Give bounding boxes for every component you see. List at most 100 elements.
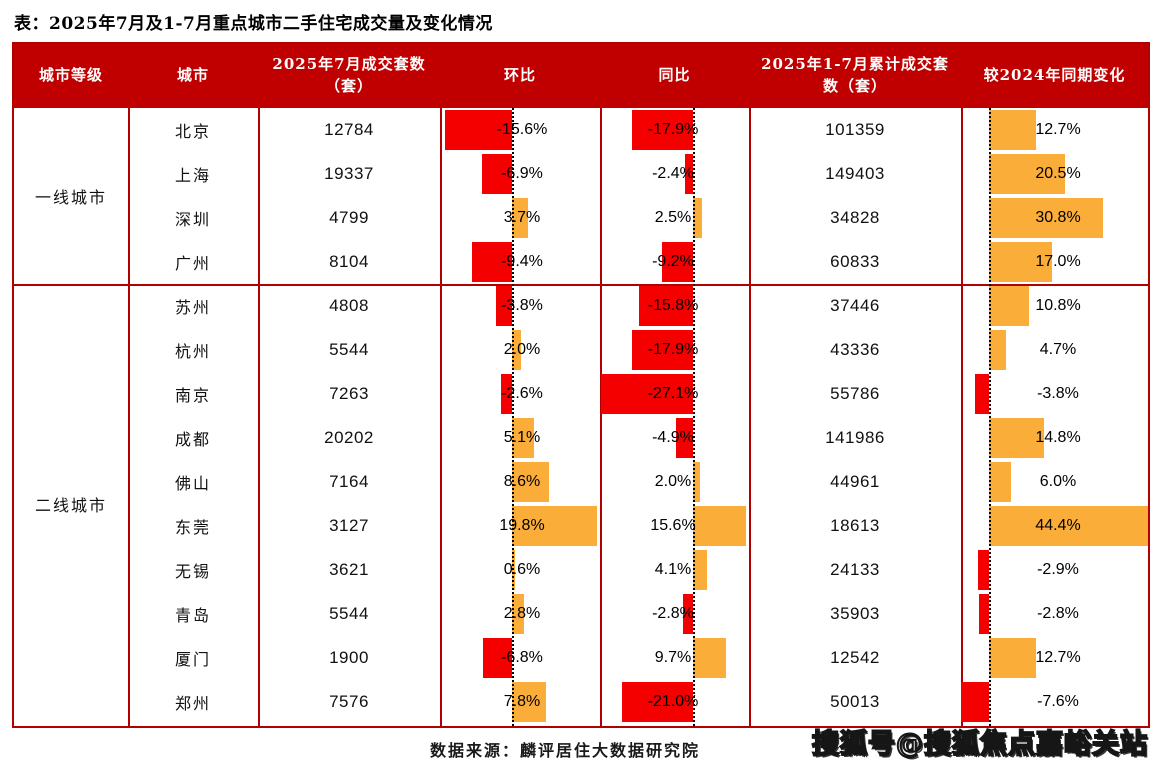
yoy-value: 15.6% [650,517,696,534]
chg-bar [989,506,1148,546]
table-row: 南京 7263 -2.6% -27.1% 55786 -3.8% [14,372,1148,416]
chg-bar [989,110,1036,150]
mom-bar [512,682,546,722]
yoy-bar [693,550,707,590]
yoy-value: 9.7% [654,649,692,666]
chg-value: 44.4% [1035,517,1081,534]
table-header-row: 城市等级 城市 2025年7月成交套数（套） 环比 同比 2025年1-7月累计成交套数（… [14,44,1148,108]
yoy-bar [684,154,693,194]
chg-value: -7.6% [1037,693,1079,710]
mom-value: -3.8% [501,297,543,314]
tier-cell: 一线城市 [34,188,107,207]
column-border-line [128,108,130,726]
table-body: 北京 12784 -15.6% -17.9% 101359 12.7% 上海 19337 -6.… [14,108,1148,726]
cum-units-cell: 44961 [830,472,880,491]
yoy-bar [632,330,693,370]
chg-value: 12.7% [1035,649,1081,666]
mom-bar [444,110,512,150]
mom-bar [512,198,528,238]
chg-bar [989,286,1029,326]
mom-value: -9.4% [501,253,543,270]
chg-value: 14.8% [1035,429,1081,446]
mom-bar [512,594,525,634]
mom-bar [482,638,512,678]
city-cell: 东莞 [174,518,211,537]
yoy-bar [632,110,693,150]
header-cell-yoy: 同比 [658,66,691,85]
tier-divider-line [14,284,1148,286]
mom-value: 19.8% [499,517,545,534]
cum-units-cell: 50013 [830,692,880,711]
page-title: 表：2025年7月及1-7月重点城市二手住宅成交量及变化情况 [14,14,493,34]
cum-units-cell: 35903 [830,604,880,623]
chg-value: -3.8% [1037,385,1079,402]
chg-value: -2.8% [1037,605,1079,622]
table-row: 郑州 7576 7.8% -21.0% 50013 -7.6% [14,680,1148,724]
yoy-value: -9.2% [652,253,694,270]
table-row: 上海 19337 -6.9% -2.4% 149403 20.5% [14,152,1148,196]
mom-value: -6.9% [501,165,543,182]
chg-value: 12.7% [1035,121,1081,138]
header-cell-mom: 环比 [503,66,536,85]
city-cell: 南京 [174,386,211,405]
jul-units-cell: 4808 [329,296,369,315]
yoy-value: 2.5% [654,209,692,226]
yoy-value: -4.9% [652,429,694,446]
table-row: 深圳 4799 3.7% 2.5% 34828 30.8% [14,196,1148,240]
yoy-bar [661,242,693,282]
chg-bar [989,198,1103,238]
jul-units-cell: 7263 [329,384,369,403]
chg-bar [989,462,1012,502]
header-cell-city: 城市 [176,66,209,85]
chg-value: 4.7% [1039,341,1077,358]
header-cell-cum-units: 2025年1-7月累计成交套数（套） [761,55,949,95]
city-cell: 上海 [174,166,211,185]
mom-bar [471,242,512,282]
jul-units-cell: 20202 [324,428,374,447]
column-border-line [440,108,442,726]
city-cell: 北京 [174,122,211,141]
column-border-line [600,108,602,726]
mom-bar [500,374,512,414]
cum-units-cell: 141986 [825,428,885,447]
yoy-value: 4.1% [654,561,692,578]
jul-units-cell: 8104 [329,252,369,271]
cum-units-cell: 149403 [825,164,885,183]
chg-bar [978,594,989,634]
mom-value: 5.1% [503,429,541,446]
column-border-line [258,108,260,726]
jul-units-cell: 3127 [329,516,369,535]
watermark: 搜狐号@搜狐焦点嘉峪关站 [811,728,1148,761]
chg-bar [989,154,1065,194]
yoy-bar [683,594,693,634]
zero-axis-line [693,108,695,726]
table-row: 广州 8104 -9.4% -9.2% 60833 17.0% [14,240,1148,284]
city-cell: 厦门 [174,650,211,669]
chg-bar [989,330,1007,370]
city-cell: 杭州 [174,342,211,361]
mom-bar [512,330,521,370]
mom-value: 7.8% [503,693,541,710]
yoy-value: -17.9% [647,121,699,138]
cum-units-cell: 12542 [830,648,880,667]
jul-units-cell: 7576 [329,692,369,711]
column-border-line [961,108,963,726]
mom-value: 2.8% [503,605,541,622]
chg-bar [974,374,989,414]
yoy-value: -2.8% [652,605,694,622]
yoy-bar [693,506,747,546]
column-border-line [749,108,751,726]
jul-units-cell: 1900 [329,648,369,667]
yoy-bar [600,374,693,414]
header-cell-tier: 城市等级 [38,66,103,85]
mom-bar [495,286,512,326]
mom-bar [482,154,512,194]
chg-bar [989,242,1052,282]
chg-bar [978,550,989,590]
mom-value: -6.8% [501,649,543,666]
yoy-value: -27.1% [647,385,699,402]
cum-units-cell: 101359 [825,120,885,139]
mom-value: 2.0% [503,341,541,358]
yoy-bar [693,198,702,238]
chg-value: 6.0% [1039,473,1077,490]
